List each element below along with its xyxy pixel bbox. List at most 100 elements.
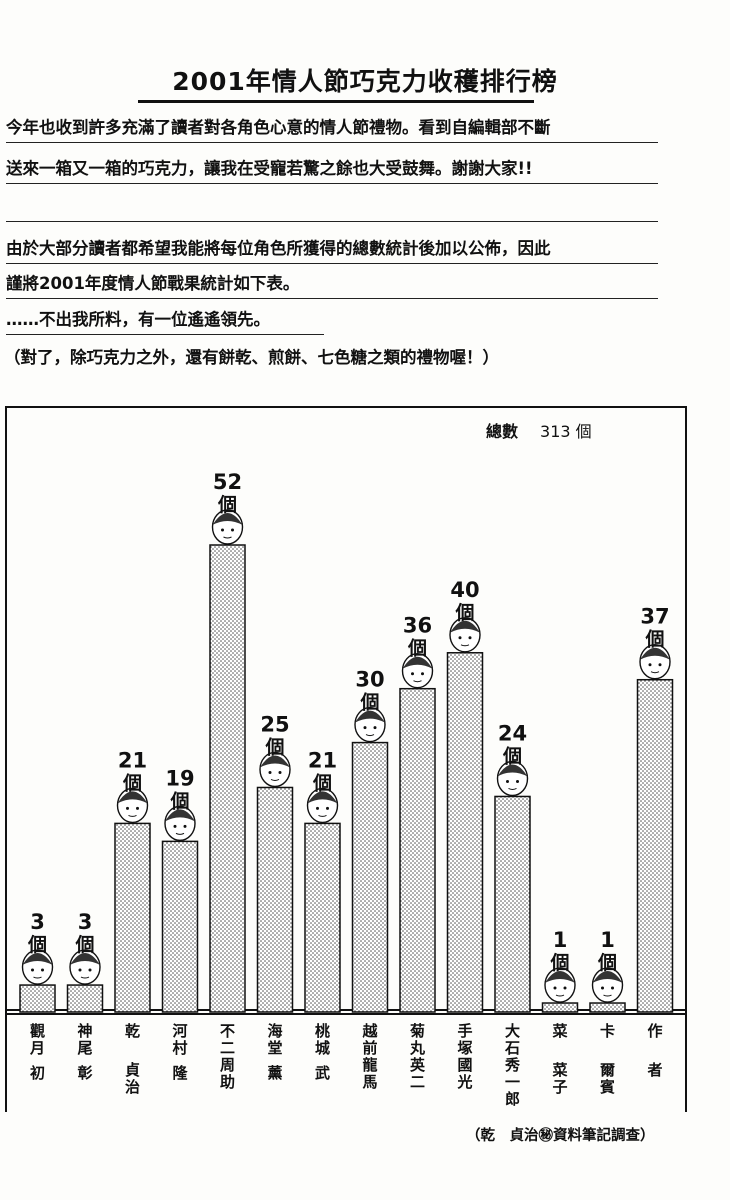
category-label: 月 (29, 1039, 45, 1057)
category-label: 桃 (315, 1022, 330, 1040)
category-label: 龍 (362, 1056, 377, 1074)
total-value: 313 個 (540, 422, 592, 441)
bar (19, 984, 56, 1013)
unit-label: 個 (264, 736, 284, 758)
category-label: 武 (315, 1064, 330, 1082)
unit-label: 個 (74, 934, 94, 956)
value-label: 21 (308, 748, 337, 772)
category-label: 越 (361, 1022, 378, 1040)
category-label: 周 (220, 1056, 235, 1074)
bar (66, 984, 104, 1013)
category-label: 尾 (77, 1039, 92, 1057)
unit-label: 個 (502, 745, 522, 767)
intro-line-3 (6, 185, 658, 222)
category-label: 光 (456, 1073, 472, 1091)
category-label: 大 (505, 1022, 520, 1040)
unit-label: 個 (169, 790, 189, 812)
character-head-icon (639, 644, 671, 680)
bar (494, 795, 531, 1013)
bar (256, 786, 294, 1013)
value-label: 3 (30, 910, 45, 934)
intro-line-6: ……不出我所料，有一位遙遙領先。 (6, 298, 324, 335)
bar (209, 544, 246, 1013)
bar (636, 678, 674, 1013)
unit-label: 個 (407, 638, 427, 660)
character-head-icon (354, 706, 386, 743)
category-label: 塚 (457, 1039, 472, 1057)
source-note: （乾 貞治㊙資料筆記調查） (466, 1128, 655, 1144)
category-label: 子 (552, 1078, 567, 1096)
category-label: 隆 (172, 1064, 188, 1082)
title-underline (138, 100, 534, 103)
value-label: 52 (213, 470, 242, 494)
bar (589, 1002, 626, 1013)
bar (161, 840, 199, 1013)
character-head-icon (401, 652, 434, 689)
character-head-icon (449, 617, 481, 653)
unit-label: 個 (644, 629, 664, 651)
category-label: 馬 (362, 1073, 377, 1091)
category-label: 助 (220, 1073, 235, 1091)
character-head-icon (21, 949, 54, 985)
bar (446, 652, 484, 1013)
character-head-icon (116, 787, 149, 824)
note-text: （對了，除巧克力之外，還有餅乾、煎餅、七色糖之類的禮物喔！） (4, 348, 499, 367)
category-label: 二 (410, 1073, 425, 1091)
unit-label: 個 (597, 952, 617, 974)
character-head-icon (164, 805, 196, 842)
character-head-icon (211, 509, 244, 545)
category-label: 海 (267, 1022, 282, 1040)
character-head-icon (259, 751, 291, 788)
value-label: 30 (355, 668, 384, 692)
value-label: 21 (118, 748, 147, 772)
unit-label: 個 (27, 934, 47, 956)
category-label: 手 (457, 1022, 472, 1040)
unit-label: 個 (312, 772, 332, 794)
category-label: 初 (30, 1064, 45, 1082)
value-label: 3 (78, 910, 93, 934)
unit-label: 個 (549, 952, 569, 974)
category-label: 郎 (505, 1090, 520, 1108)
bar (399, 687, 436, 1013)
category-label: 一 (505, 1073, 520, 1091)
category-label: 秀 (504, 1056, 521, 1074)
value-label: 36 (403, 614, 432, 638)
category-label: 英 (410, 1056, 426, 1074)
value-label: 19 (165, 766, 194, 790)
category-label: 作 (647, 1022, 662, 1040)
total-label: 總數 (486, 422, 519, 441)
category-label: 不 (220, 1022, 235, 1040)
unit-label: 個 (122, 772, 142, 794)
value-label: 1 (553, 928, 568, 952)
category-label: 治 (125, 1078, 140, 1096)
character-head-icon (69, 949, 101, 985)
value-label: 1 (600, 928, 615, 952)
category-label: 爾 (599, 1061, 615, 1079)
character-head-icon (544, 967, 576, 1003)
intro-line-2: 送來一箱又一箱的巧克力，讓我在受寵若驚之餘也大受鼓舞。謝謝大家!! (6, 147, 658, 184)
category-label: 石 (504, 1039, 520, 1057)
character-head-icon (591, 967, 624, 1003)
bar (541, 1002, 579, 1013)
character-head-icon (496, 760, 529, 797)
category-label: 城 (315, 1039, 330, 1057)
category-label: 國 (457, 1056, 472, 1074)
chart-frame (5, 406, 687, 1011)
category-label: 村 (172, 1039, 187, 1057)
page-title: 2001年情人節巧克力收穫排行榜 (172, 67, 558, 96)
intro-line-1: 今年也收到許多充滿了讀者對各角色心意的情人節禮物。看到自編輯部不斷 (6, 106, 658, 143)
category-label: 菜 (551, 1022, 567, 1040)
category-label: 觀 (30, 1022, 45, 1040)
character-head-icon (306, 787, 339, 824)
intro-line-5: 謹將2001年度情人節戰果統計如下表。 (6, 262, 658, 299)
bar (114, 822, 151, 1013)
category-label: 貞 (125, 1061, 140, 1079)
unit-label: 個 (359, 692, 379, 714)
category-label: 菜 (551, 1061, 567, 1079)
category-label: 薰 (267, 1064, 282, 1082)
unit-label: 個 (454, 602, 474, 624)
category-label: 菊 (410, 1022, 425, 1040)
unit-label: 個 (217, 494, 237, 516)
category-label: 前 (362, 1039, 377, 1057)
bar (304, 822, 341, 1013)
